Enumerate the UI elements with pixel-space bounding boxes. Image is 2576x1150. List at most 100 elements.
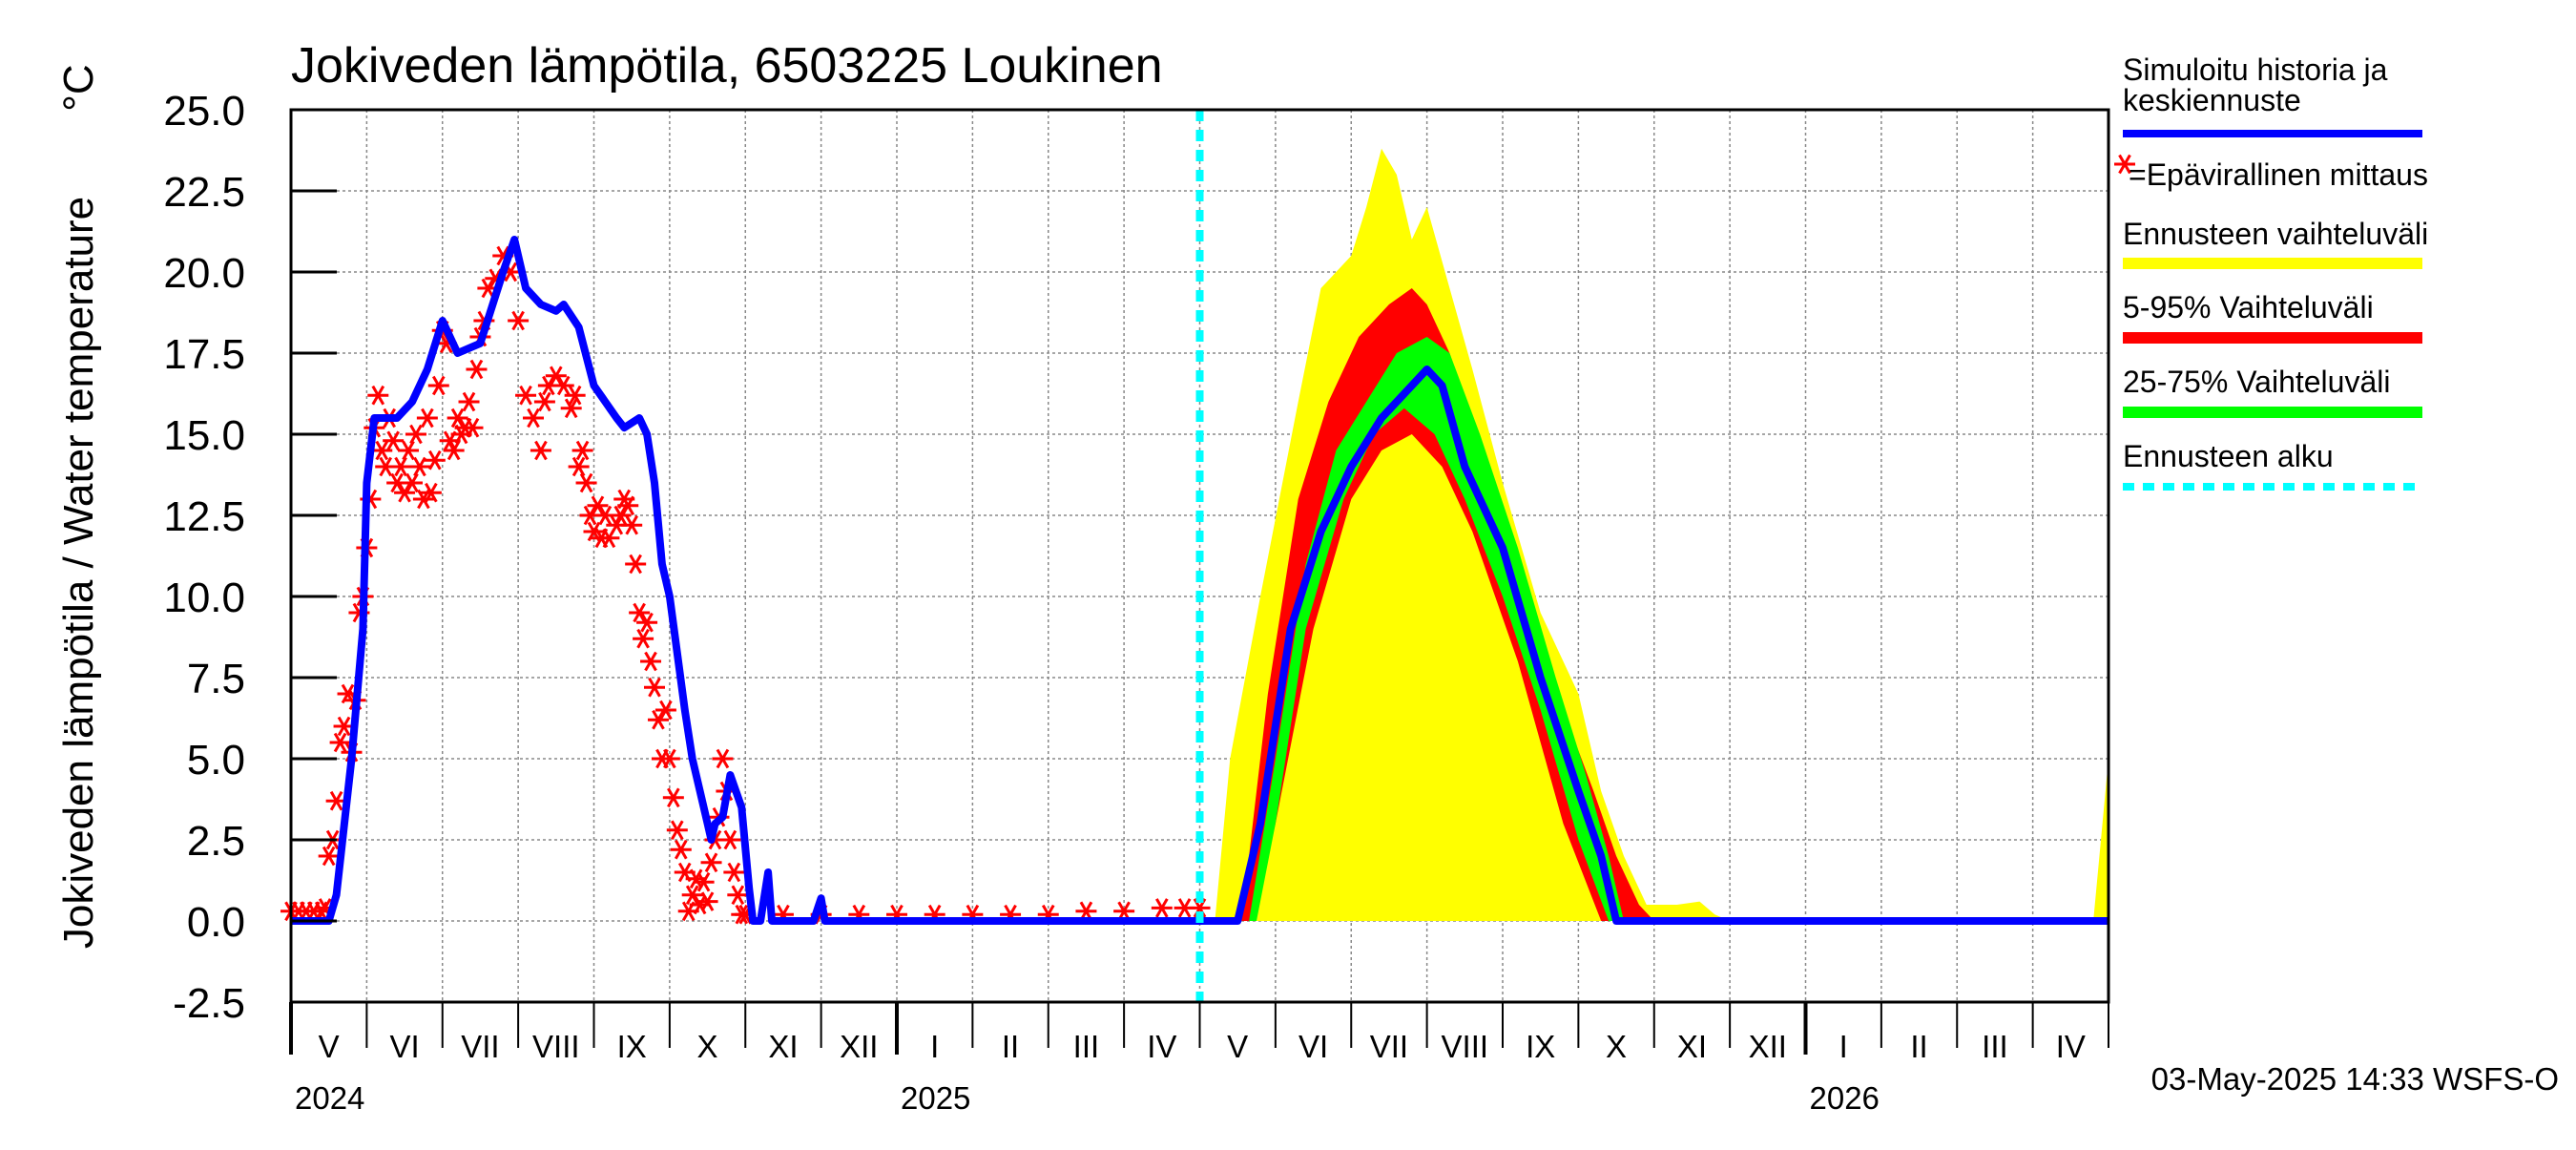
y-tick-label: 15.0	[163, 412, 245, 459]
legend: Simuloitu historia ja keskiennuste =Epävir…	[2114, 52, 2428, 491]
x-month-label: VI	[389, 1029, 419, 1064]
measurement-point	[719, 829, 741, 850]
measurement-point	[367, 385, 389, 406]
footer-timestamp: 03-May-2025 14:33 WSFS-O	[2151, 1061, 2559, 1097]
x-month-label: X	[1606, 1029, 1627, 1064]
y-tick-label: -2.5	[173, 980, 245, 1027]
legend-label: 5-95% Vaihteluväli	[2123, 290, 2374, 324]
measurement-point	[424, 450, 446, 470]
measurement-point	[398, 440, 420, 461]
measurement-point	[575, 472, 597, 493]
measurement-point	[318, 846, 340, 867]
measurement-point	[402, 472, 423, 493]
legend-item: 5-95% Vaihteluväli	[2123, 290, 2422, 344]
y-tick-label: 20.0	[163, 250, 245, 297]
measurement-point	[530, 440, 551, 461]
legend-label: Ennusteen alku	[2123, 439, 2334, 473]
measurement-point	[727, 885, 749, 906]
legend-item: 25-75% Vaihteluväli	[2123, 365, 2422, 418]
y-tick-label: 17.5	[163, 331, 245, 378]
measurement-point	[408, 456, 430, 477]
measurement-point	[644, 677, 665, 698]
measurement-point	[647, 709, 669, 730]
x-month-label: IX	[617, 1029, 647, 1064]
measurement-point	[693, 871, 715, 892]
measurement-point	[666, 820, 688, 841]
measurement-point	[723, 862, 745, 883]
measurement-point	[640, 651, 662, 672]
legend-item: Ennusteen vaihteluväli	[2123, 217, 2428, 269]
measurement-point	[564, 385, 586, 406]
axes: 25.0 22.5 20.0 17.5 15.0 12.5 10.0 7.5 5.0 2.5 0.0…	[163, 88, 2110, 1116]
measurement-point	[700, 852, 722, 873]
measurement-point	[670, 839, 692, 860]
x-month-label: VII	[461, 1029, 499, 1064]
measurement-point	[462, 417, 484, 438]
x-month-label: III	[1073, 1029, 1100, 1064]
y-tick-label: 10.0	[163, 575, 245, 621]
x-month-label: VIII	[532, 1029, 580, 1064]
x-month-label: II	[1910, 1029, 1927, 1064]
measurement-point	[523, 408, 544, 429]
legend-label: Simuloitu historia ja keskiennuste	[2123, 52, 2388, 117]
y-tick-label: 2.5	[187, 818, 245, 865]
measurement-point	[696, 891, 718, 911]
measurement-point	[533, 391, 555, 412]
legend-item: Ennusteen alku	[2123, 439, 2422, 491]
measurement-point	[681, 885, 703, 906]
x-month-label: IX	[1526, 1029, 1555, 1064]
y-tick-label: 5.0	[187, 737, 245, 784]
y-tick-label: 12.5	[163, 493, 245, 540]
measurement-point	[420, 482, 442, 503]
x-month-label: XI	[768, 1029, 798, 1064]
measurement-point	[621, 514, 643, 535]
x-month-label: II	[1002, 1029, 1019, 1064]
measurement-point	[712, 748, 734, 769]
legend-label: =Epävirallinen mittaus	[2129, 157, 2428, 192]
legend-item: Simuloitu historia ja keskiennuste	[2123, 52, 2422, 137]
measurement-point	[405, 424, 426, 445]
measurement-point	[633, 628, 654, 649]
simulated-series	[291, 236, 2109, 925]
measurement-point	[636, 612, 658, 633]
x-month-label: IV	[1147, 1029, 1176, 1064]
y-axis-label: Jokiveden lämpötila / Water temperature	[55, 197, 102, 949]
legend-item: =Epävirallinen mittaus	[2114, 154, 2428, 192]
x-month-label: III	[1982, 1029, 2008, 1064]
y-tick-label: 22.5	[163, 169, 245, 216]
measurement-point	[654, 700, 676, 721]
measurement-point	[427, 375, 449, 396]
measurement-point	[610, 505, 632, 526]
x-month-label: VII	[1370, 1029, 1408, 1064]
measurement-point	[552, 375, 574, 396]
measurement-point	[629, 602, 651, 623]
measurement-point	[625, 554, 647, 575]
measurement-point	[515, 385, 537, 406]
legend-star	[2114, 154, 2135, 175]
measurement-point	[1151, 898, 1173, 918]
measurement-point	[658, 748, 680, 769]
measurement-point	[416, 408, 438, 429]
measurement-point	[466, 359, 488, 380]
measurement-point	[394, 482, 416, 503]
measurement-point	[458, 391, 480, 412]
measurement-point	[508, 310, 530, 331]
x-month-label: V	[319, 1029, 340, 1064]
measurement-point	[383, 430, 405, 451]
x-year-label: 2024	[295, 1080, 364, 1116]
measurement-point	[371, 440, 393, 461]
simulated-history-line	[291, 236, 2109, 925]
x-month-label: X	[697, 1029, 718, 1064]
y-tick-label: 25.0	[163, 88, 245, 135]
y-axis-unit: °C	[55, 64, 102, 111]
x-month-label: IV	[2056, 1029, 2086, 1064]
measurement-point	[443, 440, 465, 461]
x-month-label: XI	[1677, 1029, 1707, 1064]
measurement-point	[617, 495, 639, 516]
x-year-label: 2026	[1810, 1080, 1880, 1116]
y-tick-label: 0.0	[187, 899, 245, 946]
measurement-point	[662, 787, 684, 808]
y-tick-label: 7.5	[187, 656, 245, 702]
chart-title: Jokiveden lämpötila, 6503225 Loukinen	[291, 38, 1163, 94]
